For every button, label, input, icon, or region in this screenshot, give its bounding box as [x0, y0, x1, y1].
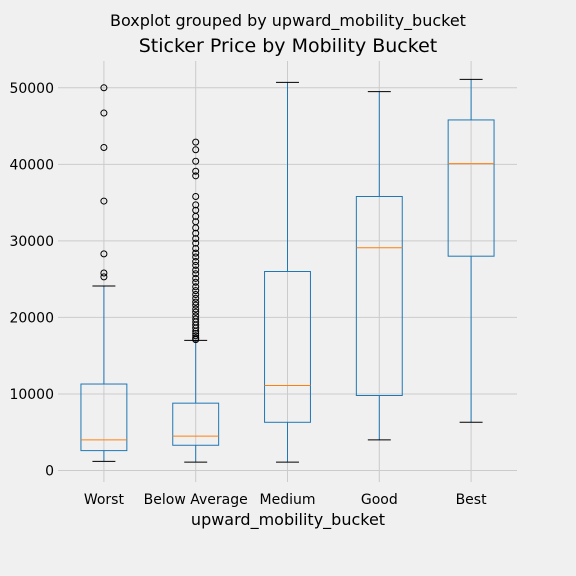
outlier-point — [192, 290, 200, 298]
outlier-point — [192, 258, 200, 266]
boxes-group — [80, 78, 495, 463]
outlier-point — [192, 229, 200, 237]
outlier-point — [192, 298, 200, 306]
chart-title: Sticker Price by Mobility Bucket — [139, 35, 437, 57]
y-tick-label: 0 — [45, 464, 54, 480]
outlier-point — [192, 312, 200, 320]
x-axis-label: upward_mobility_bucket — [191, 510, 385, 530]
outlier-point — [192, 294, 200, 302]
outlier-point — [100, 269, 108, 277]
y-tick-label: 50000 — [9, 81, 54, 97]
x-tick-label: Good — [361, 492, 398, 508]
x-tick-label: Worst — [84, 492, 125, 508]
outlier-point — [100, 197, 108, 205]
outlier-point — [192, 138, 200, 146]
iqr-box — [447, 119, 495, 257]
outlier-point — [192, 301, 200, 309]
outlier-point — [100, 273, 108, 281]
y-tick-label: 20000 — [9, 310, 54, 326]
chart-suptitle: Boxplot grouped by upward_mobility_bucke… — [110, 11, 466, 31]
outlier-point — [100, 84, 108, 92]
outlier-point — [192, 206, 200, 214]
outlier-point — [192, 261, 200, 269]
y-axis-ticks: 0 10000 20000 30000 40000 50000 — [9, 81, 54, 480]
outlier-point — [192, 278, 200, 286]
box-worst — [80, 84, 128, 462]
outlier-point — [192, 253, 200, 261]
outlier-point — [192, 283, 200, 291]
outlier-point — [192, 239, 200, 247]
outlier-point — [192, 330, 200, 338]
box-good — [355, 91, 403, 441]
box-medium — [264, 81, 311, 463]
outlier-point — [192, 270, 200, 278]
outlier-point — [192, 332, 200, 340]
outlier-point — [192, 308, 200, 316]
outlier-point — [192, 334, 200, 342]
x-axis-ticks: Worst Below Average Medium Good Best — [84, 492, 487, 508]
y-tick-label: 30000 — [9, 234, 54, 250]
outlier-point — [100, 143, 108, 151]
outlier-point — [192, 201, 200, 209]
outlier-point — [100, 250, 108, 258]
x-tick-label: Medium — [260, 492, 316, 508]
box-below-average — [172, 138, 220, 463]
outlier-point — [192, 167, 200, 175]
outlier-point — [192, 245, 200, 253]
outlier-point — [192, 249, 200, 257]
y-tick-label: 10000 — [9, 387, 54, 403]
outlier-point — [192, 157, 200, 165]
outlier-point — [192, 315, 200, 323]
outlier-point — [192, 287, 200, 295]
iqr-box — [172, 402, 220, 446]
iqr-box — [80, 383, 128, 452]
x-tick-label: Best — [456, 492, 488, 508]
x-tick-label: Below Average — [144, 492, 248, 508]
outlier-point — [192, 146, 200, 154]
outlier-point — [192, 218, 200, 226]
outlier-point — [192, 266, 200, 274]
iqr-box — [264, 271, 311, 423]
outlier-point — [192, 305, 200, 313]
outlier-point — [192, 192, 200, 200]
outlier-point — [192, 274, 200, 282]
outlier-point — [192, 235, 200, 243]
y-tick-label: 40000 — [9, 157, 54, 173]
box-best — [447, 78, 495, 423]
outlier-point — [100, 109, 108, 117]
iqr-box — [355, 195, 403, 397]
outlier-point — [192, 172, 200, 180]
